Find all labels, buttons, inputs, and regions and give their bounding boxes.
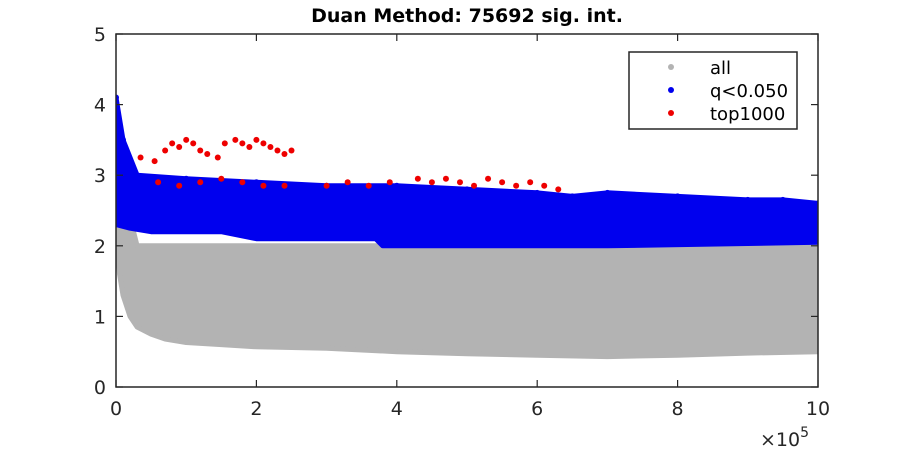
- series-top1000-point: [541, 182, 548, 189]
- series-top1000-point: [137, 154, 144, 161]
- legend-label-top1000: top1000: [710, 104, 785, 125]
- legend-marker-all: [668, 64, 674, 70]
- series-top1000-point: [260, 140, 267, 147]
- series-top1000-point: [162, 147, 169, 154]
- x-tick-label: 4: [391, 398, 403, 420]
- series-top1000-point: [267, 143, 274, 150]
- x-tick-label: 2: [250, 398, 262, 420]
- y-tick-label: 4: [94, 95, 106, 117]
- series-top1000-point: [513, 182, 520, 189]
- series-top1000-point: [253, 136, 260, 143]
- legend-label-q: q<0.050: [710, 81, 788, 102]
- series-top1000-point: [281, 151, 288, 158]
- series-top1000-point: [499, 179, 506, 186]
- chart-title: Duan Method: 75692 sig. int.: [311, 5, 623, 27]
- series-top1000-point: [260, 182, 267, 189]
- series-top1000-point: [155, 179, 162, 186]
- y-tick-label: 5: [94, 24, 106, 46]
- series-layer: [116, 94, 818, 360]
- series-top1000-point: [386, 179, 393, 186]
- series-q-point: [183, 175, 190, 182]
- series-q-point: [120, 136, 127, 143]
- x-tick-label: 0: [110, 398, 122, 420]
- series-top1000-point: [239, 140, 246, 147]
- series-q-point: [604, 189, 611, 196]
- series-top1000-point: [214, 154, 221, 161]
- series-top1000-point: [274, 147, 281, 154]
- series-top1000-point: [365, 182, 372, 189]
- series-top1000-point: [204, 151, 211, 158]
- series-q-point: [253, 179, 260, 186]
- series-top1000-point: [428, 179, 435, 186]
- series-q-point: [393, 182, 400, 189]
- series-top1000-point: [344, 179, 351, 186]
- series-top1000-point: [281, 182, 288, 189]
- plot-frame: [115, 33, 819, 388]
- series-q-point: [744, 196, 751, 203]
- y-tick-label: 0: [94, 377, 106, 399]
- series-top1000-point: [151, 158, 158, 165]
- series-top1000-point: [442, 175, 449, 182]
- series-q-band: [116, 95, 818, 249]
- x-tick-label: 6: [531, 398, 543, 420]
- series-top1000-point: [183, 136, 190, 143]
- series-top1000-point: [288, 147, 295, 154]
- series-top1000-point: [218, 175, 225, 182]
- legend-marker-q: [668, 87, 674, 93]
- y-tick-label: 3: [94, 165, 106, 187]
- series-q-point: [134, 172, 141, 179]
- series-top1000-point: [246, 143, 253, 150]
- x-tick-label: 10: [806, 398, 830, 420]
- series-q-point: [674, 193, 681, 200]
- x-tick-label: 8: [672, 398, 684, 420]
- series-top1000-point: [169, 140, 176, 147]
- series-top1000-point: [527, 179, 534, 186]
- legend-marker-top1000: [668, 110, 674, 116]
- series-top1000-point: [190, 140, 197, 147]
- series-q-point: [464, 186, 470, 193]
- series-top1000-point: [471, 182, 478, 189]
- series-top1000-point: [323, 182, 330, 189]
- series-top1000-point: [456, 179, 463, 186]
- legend: all q<0.050 top1000: [628, 51, 798, 130]
- series-top1000-point: [555, 186, 562, 193]
- series-top1000-point: [232, 136, 239, 143]
- series-q-point: [569, 193, 576, 200]
- legend-label-all: all: [710, 58, 731, 79]
- series-top1000-point: [239, 179, 246, 186]
- legend-box: [628, 51, 798, 130]
- y-tick-label: 2: [94, 236, 106, 258]
- series-q-point: [779, 196, 786, 203]
- series-top1000-point: [176, 143, 183, 150]
- series-top1000-point: [414, 175, 421, 182]
- series-top1000-point: [176, 182, 183, 189]
- x-axis-multiplier-exponent: 5: [800, 425, 809, 441]
- series-top1000-point: [197, 147, 204, 154]
- series-top1000-point: [197, 179, 204, 186]
- series-top1000-point: [485, 175, 492, 182]
- series-q-point: [534, 189, 541, 196]
- x-axis-multiplier: ×105: [760, 425, 809, 450]
- axis-ticks: 0 2 4 6 8 10 0 1 2 3 4 5: [94, 24, 830, 420]
- series-top1000-point: [221, 140, 228, 147]
- y-tick-label: 1: [94, 306, 106, 328]
